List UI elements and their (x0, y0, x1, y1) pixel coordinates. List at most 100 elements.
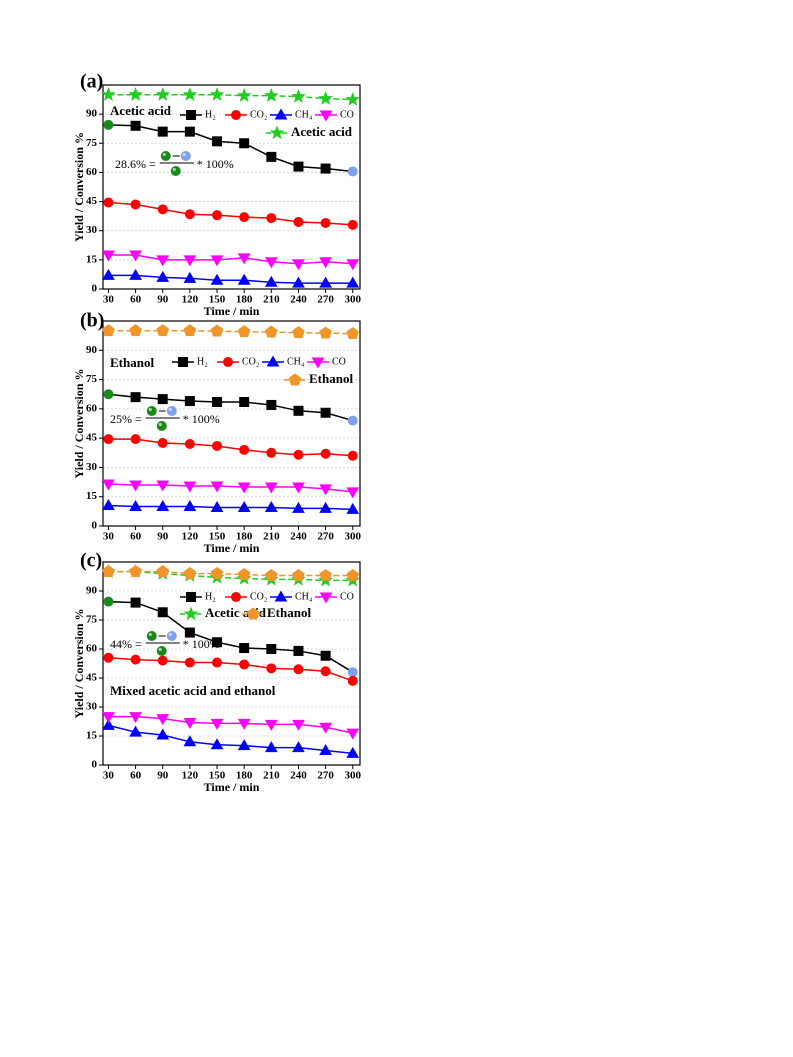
marker (320, 407, 331, 418)
marker (237, 482, 251, 494)
series-line (108, 715, 353, 734)
series-line (108, 483, 353, 493)
legend-label: H₂ (197, 356, 208, 367)
marker (239, 659, 250, 670)
marker (346, 487, 360, 499)
marker (103, 652, 114, 663)
x-axis-label: Time / min (204, 304, 260, 318)
marker (103, 197, 114, 208)
y-tick-label: 0 (92, 759, 98, 771)
y-tick-label: 90 (86, 344, 98, 356)
marker (212, 210, 223, 221)
marker (274, 108, 288, 120)
marker (239, 212, 250, 223)
marker (266, 644, 277, 654)
marker (292, 719, 305, 731)
marker (320, 448, 331, 459)
legend-label: CO₂ (250, 591, 267, 602)
annotation-left: 28.6% = (115, 157, 156, 171)
legend-label: Acetic acid (291, 124, 353, 139)
marker (246, 607, 260, 620)
marker (101, 87, 116, 101)
y-axis-label: Yield / Conversion % (72, 132, 86, 242)
marker (210, 500, 224, 512)
marker (346, 327, 360, 340)
marker (293, 216, 304, 227)
ball-shine (172, 167, 176, 172)
marker (266, 213, 277, 224)
marker (264, 719, 278, 731)
marker (212, 440, 223, 451)
marker (223, 357, 233, 367)
marker (210, 481, 224, 493)
marker (319, 257, 332, 269)
marker (347, 675, 358, 686)
y-tick-label: 60 (86, 166, 98, 178)
inner-label: Acetic acid (110, 103, 172, 118)
y-tick-label: 75 (86, 614, 98, 626)
marker (129, 725, 142, 737)
marker (184, 657, 195, 668)
x-tick-label: 240 (290, 531, 307, 543)
ball-shine (168, 407, 172, 412)
marker (212, 397, 223, 408)
marker (129, 712, 142, 724)
ball-icon (146, 406, 157, 416)
marker (156, 324, 170, 337)
legend-label: CH₄ (295, 591, 313, 602)
marker (346, 259, 360, 271)
x-tick-label: 60 (130, 770, 142, 782)
marker (237, 718, 251, 730)
marker (184, 126, 195, 137)
x-tick-label: 240 (290, 770, 307, 782)
series-line (108, 274, 353, 284)
marker (130, 199, 141, 210)
marker (237, 273, 251, 285)
marker (128, 87, 143, 101)
marker (347, 450, 358, 461)
series-line (108, 201, 353, 226)
panel-label: (a) (80, 71, 103, 93)
endpoint-marker (347, 667, 358, 678)
marker (239, 397, 250, 408)
marker (186, 592, 196, 602)
y-tick-label: 15 (86, 253, 98, 265)
marker (319, 326, 332, 339)
y-tick-label: 45 (86, 195, 98, 207)
marker (102, 268, 115, 280)
marker (292, 276, 305, 288)
marker (291, 89, 306, 103)
marker (346, 746, 360, 758)
x-tick-label: 300 (345, 531, 362, 543)
marker (239, 643, 250, 654)
marker (292, 482, 305, 494)
marker (239, 444, 250, 455)
marker (293, 449, 304, 460)
marker (264, 741, 278, 753)
ball-icon (156, 421, 167, 431)
marker (183, 255, 197, 267)
series-line (108, 124, 353, 173)
panel-label: (b) (80, 310, 104, 332)
marker (288, 373, 302, 386)
marker (102, 499, 115, 510)
annotation-left: 25% = (110, 412, 142, 426)
marker (157, 607, 168, 618)
marker (183, 324, 197, 337)
marker (182, 87, 198, 101)
marker (184, 209, 195, 220)
x-tick-label: 90 (157, 531, 169, 543)
plot-frame (102, 320, 361, 527)
marker (210, 566, 224, 579)
y-tick-label: 0 (92, 520, 98, 532)
marker (212, 657, 223, 668)
marker (129, 324, 142, 337)
x-tick-label: 60 (130, 531, 142, 543)
y-tick-label: 15 (86, 490, 98, 502)
legend-label: CH₄ (295, 109, 313, 120)
endpoint-marker (347, 166, 358, 177)
marker (210, 273, 224, 285)
marker (157, 126, 168, 137)
ball-shine (162, 152, 166, 157)
